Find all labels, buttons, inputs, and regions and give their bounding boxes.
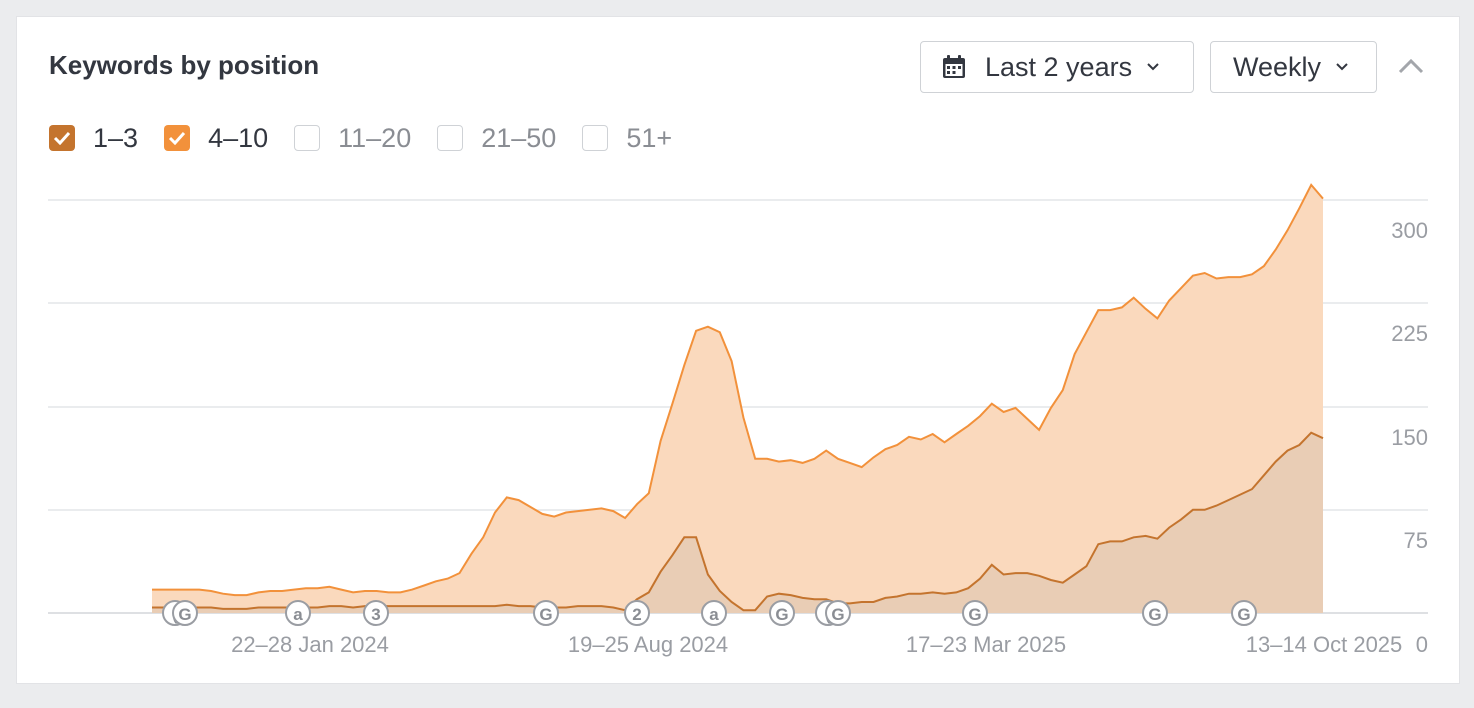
- calendar-icon: [943, 55, 965, 78]
- check-icon: [53, 131, 71, 145]
- x-tick-label: 22–28 Jan 2024: [231, 632, 389, 657]
- event-marker: [363, 600, 389, 626]
- interval-dropdown[interactable]: Weekly: [1210, 41, 1377, 93]
- x-tick-label: 17–23 Mar 2025: [906, 632, 1066, 657]
- date-range-dropdown[interactable]: Last 2 years: [920, 41, 1194, 93]
- event-marker: [172, 600, 198, 626]
- event-marker: [624, 600, 650, 626]
- interval-label: Weekly: [1233, 51, 1322, 82]
- date-range-label: Last 2 years: [985, 51, 1133, 82]
- series-4-10-area: [152, 184, 1323, 611]
- event-marker-label: a: [709, 605, 719, 624]
- event-marker: [769, 600, 795, 626]
- event-marker: [1231, 600, 1257, 626]
- series-1-3-area: [152, 432, 1323, 613]
- x-tick-label: 13–14 Oct 2025: [1246, 632, 1403, 657]
- event-marker-label: 3: [371, 605, 380, 624]
- filter-label-1-3: 1–3: [93, 122, 139, 153]
- chevron-up-icon[interactable]: [1397, 56, 1425, 76]
- filter-4-10[interactable]: 4–10: [164, 123, 268, 154]
- check-icon: [169, 131, 186, 145]
- checkbox-51-plus[interactable]: [582, 125, 609, 151]
- filter-label-21-50: 21–50: [481, 122, 557, 153]
- filter-21-50[interactable]: 21–50: [437, 123, 556, 154]
- series-4-10-line: [152, 183, 1324, 597]
- filter-label-4-10: 4–10: [208, 122, 269, 153]
- filter-11-20[interactable]: 11–20: [294, 123, 411, 154]
- y-tick-label: 150: [1391, 425, 1428, 450]
- event-marker-label: G: [968, 605, 981, 624]
- event-marker-label: G: [178, 605, 191, 624]
- series-1-3-line: [152, 431, 1324, 612]
- chevron-down-icon: [1336, 63, 1348, 71]
- event-marker: [701, 600, 727, 626]
- event-marker: [962, 600, 988, 626]
- checkbox-11-20[interactable]: [294, 125, 321, 151]
- filter-51-plus[interactable]: 51+: [582, 123, 672, 154]
- event-marker-label: a: [293, 605, 303, 624]
- chevron-down-icon: [1147, 63, 1159, 71]
- position-filters: 1–3 4–10 11–20 21–50 51+: [49, 123, 698, 153]
- event-marker: [825, 600, 851, 626]
- event-marker-label: G: [775, 605, 788, 624]
- checkbox-21-50[interactable]: [437, 125, 464, 151]
- event-marker-label: 2: [632, 605, 641, 624]
- checkbox-1-3[interactable]: [49, 125, 75, 151]
- event-marker: [285, 600, 311, 626]
- filter-label-51-plus: 51+: [626, 122, 673, 153]
- checkbox-4-10[interactable]: [164, 125, 191, 151]
- y-tick-label: 75: [1404, 528, 1428, 553]
- event-marker: [533, 600, 559, 626]
- filter-1-3[interactable]: 1–3: [49, 123, 138, 154]
- event-marker-label: G: [1237, 605, 1250, 624]
- event-marker-label: G: [1148, 605, 1161, 624]
- event-marker-label: G: [539, 605, 552, 624]
- y-tick-label: 0: [1416, 632, 1428, 657]
- card-title: Keywords by position: [49, 50, 320, 80]
- x-tick-label: 19–25 Aug 2024: [568, 632, 728, 657]
- filter-label-11-20: 11–20: [338, 122, 412, 153]
- event-marker-label: G: [831, 605, 844, 624]
- y-tick-label: 300: [1391, 218, 1428, 243]
- y-tick-label: 225: [1391, 321, 1428, 346]
- event-marker: [1142, 600, 1168, 626]
